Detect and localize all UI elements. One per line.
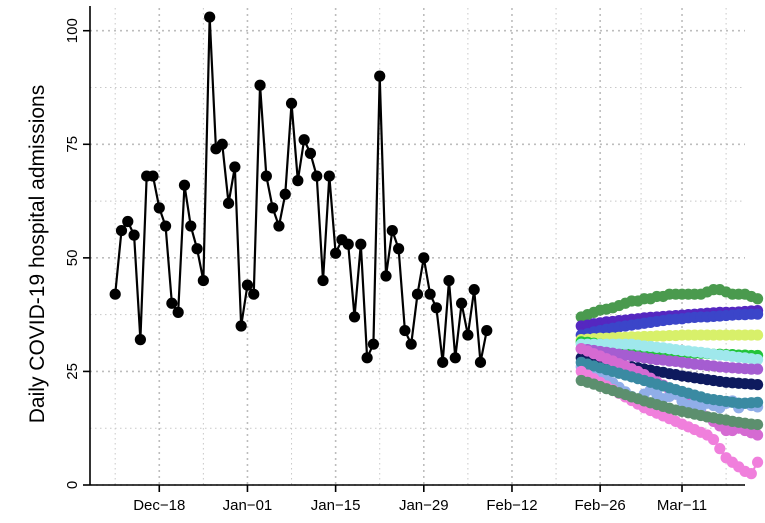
observed-point — [222, 197, 235, 209]
observed-point — [437, 356, 449, 368]
observed-point — [355, 238, 367, 250]
projection-point — [751, 293, 764, 305]
projection-point — [745, 468, 757, 480]
observed-point — [216, 138, 228, 150]
y-tick-label: 50 — [64, 250, 81, 267]
observed-point — [367, 338, 380, 350]
observed-point — [178, 179, 191, 191]
observed-point — [128, 229, 140, 241]
projection-point — [707, 433, 720, 446]
observed-point — [304, 147, 317, 159]
projection-point — [714, 443, 726, 455]
observed-point — [248, 288, 260, 300]
projection-point — [751, 456, 764, 468]
projection-series — [575, 284, 764, 480]
observed-point — [273, 220, 285, 232]
projection-series-12 — [575, 374, 764, 431]
observed-point — [386, 225, 398, 237]
observed-point — [481, 324, 493, 337]
observed-point — [399, 324, 411, 337]
observed-point — [449, 352, 461, 364]
observed-point — [191, 243, 203, 255]
observed-point — [323, 170, 335, 182]
observed-point — [405, 338, 417, 350]
projection-point — [751, 308, 764, 320]
x-tick-label: Jan−29 — [399, 497, 449, 514]
observed-point — [430, 302, 442, 314]
x-tick-label: Jan−15 — [311, 497, 361, 514]
observed-series — [109, 11, 493, 368]
projection-series-10 — [575, 356, 764, 409]
observed-point — [204, 11, 216, 23]
observed-point — [462, 329, 474, 341]
observed-point — [134, 334, 146, 346]
projection-point — [751, 418, 764, 431]
y-axis-ticks: 0 25 50 75 100 — [64, 18, 90, 489]
observed-point — [109, 288, 121, 300]
observed-point — [254, 79, 266, 91]
observed-point — [115, 225, 128, 237]
observed-point — [411, 288, 424, 300]
axes — [89, 6, 745, 486]
projection-point — [751, 354, 764, 366]
x-tick-label: Feb−12 — [486, 497, 537, 514]
observed-point — [311, 170, 323, 182]
x-axis-ticks: Dec−18 Jan−01 Jan−15 Jan−29 Feb−12 Feb−26 Mar−… — [133, 485, 707, 514]
observed-point — [241, 279, 254, 291]
y-tick-label: 75 — [64, 136, 81, 153]
observed-point — [166, 297, 178, 309]
x-tick-label: Jan−01 — [223, 497, 273, 514]
observed-point — [418, 252, 430, 264]
observed-point — [172, 306, 184, 318]
observed-point — [342, 238, 354, 250]
projection-series-5 — [575, 338, 764, 366]
observed-point — [380, 270, 392, 282]
x-tick-label: Feb−26 — [574, 497, 625, 514]
y-tick-label: 100 — [64, 18, 81, 43]
observed-point — [455, 297, 468, 309]
observed-point — [298, 134, 310, 146]
observed-point — [229, 161, 241, 173]
projection-series-0 — [575, 284, 764, 323]
observed-point — [474, 356, 487, 368]
x-tick-label: Dec−18 — [133, 497, 185, 514]
projection-point — [751, 429, 764, 441]
observed-point — [443, 274, 455, 287]
observed-point — [122, 215, 134, 228]
observed-point — [235, 320, 247, 332]
observed-point — [393, 243, 405, 255]
y-tick-label: 25 — [64, 363, 81, 380]
observed-point — [153, 202, 165, 214]
observed-point — [348, 311, 361, 323]
observed-point — [330, 247, 342, 259]
y-axis-title: Daily COVID-19 hospital admissions — [26, 85, 49, 423]
observed-point — [279, 188, 291, 200]
observed-point — [374, 70, 386, 82]
observed-line — [114, 17, 488, 363]
observed-point — [267, 202, 279, 214]
observed-point — [468, 284, 480, 296]
observed-point — [147, 170, 159, 182]
projection-point — [751, 396, 764, 408]
x-tick-label: Mar−11 — [657, 497, 707, 514]
observed-point — [317, 274, 329, 287]
observed-point — [424, 288, 436, 300]
y-tick-label: 0 — [64, 481, 81, 489]
observed-point — [159, 220, 172, 232]
observed-point — [185, 220, 197, 232]
observed-point — [361, 352, 373, 364]
projection-point — [751, 329, 764, 341]
observed-point — [285, 97, 298, 109]
observed-point — [197, 274, 209, 287]
projection-point — [751, 363, 764, 375]
projection-point — [751, 379, 764, 391]
observed-point — [260, 170, 272, 182]
projection-series-2 — [575, 308, 764, 341]
observed-point — [292, 175, 304, 187]
